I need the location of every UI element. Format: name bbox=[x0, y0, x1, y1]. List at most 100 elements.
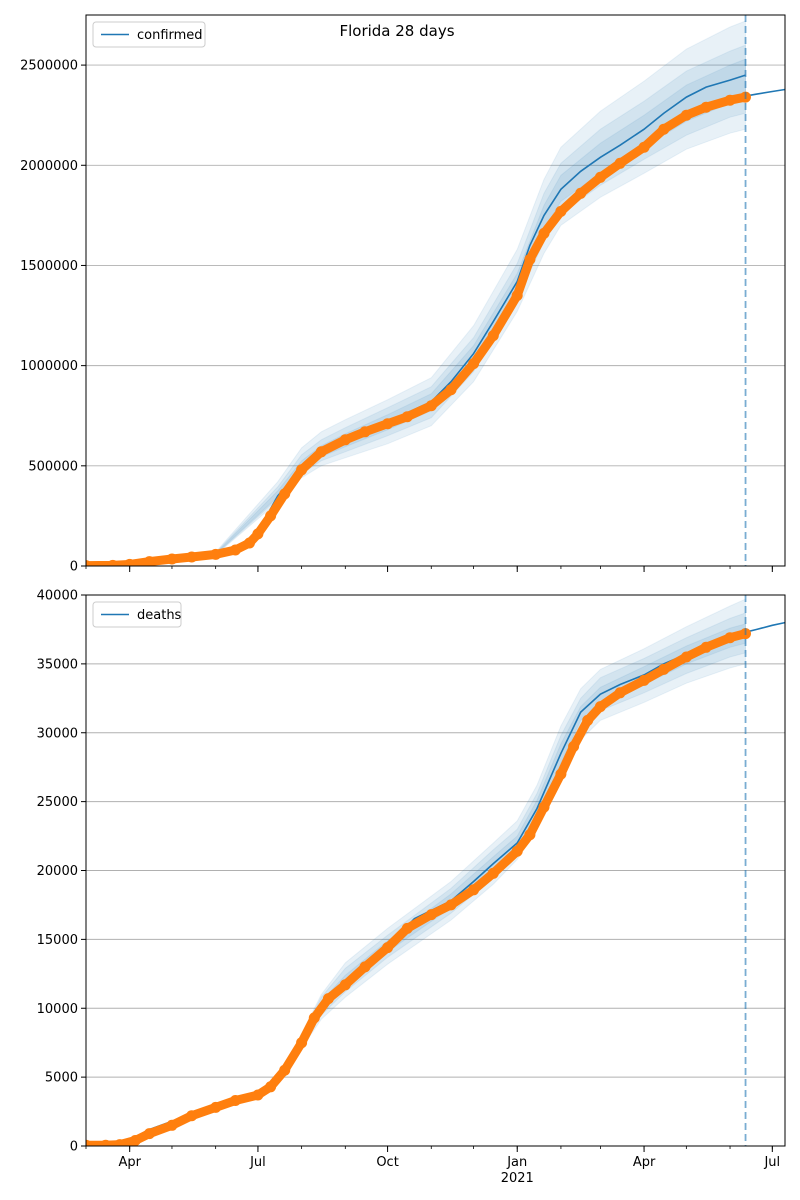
observed-point bbox=[425, 909, 437, 921]
y-tick-label: 5000 bbox=[45, 1071, 78, 1086]
observed-point bbox=[166, 553, 178, 565]
legend: confirmed bbox=[92, 21, 206, 48]
observed-point bbox=[511, 845, 523, 857]
observed-point bbox=[339, 434, 351, 446]
x-tick-sublabel: 2021 bbox=[501, 1171, 534, 1186]
observed-point bbox=[524, 829, 536, 841]
y-tick-label: 10000 bbox=[37, 1002, 78, 1017]
observed-point bbox=[468, 358, 480, 370]
observed-point bbox=[265, 1081, 277, 1093]
observed-point bbox=[186, 551, 198, 563]
observed-point bbox=[279, 1064, 291, 1076]
legend-box bbox=[92, 601, 182, 628]
observed-point bbox=[724, 94, 736, 106]
observed-point bbox=[638, 141, 650, 153]
x-tick-label: Jan bbox=[506, 1155, 527, 1170]
forecast-series-line bbox=[745, 621, 785, 633]
observed-point bbox=[511, 290, 523, 301]
observed-point bbox=[614, 157, 626, 169]
legend: deaths bbox=[92, 601, 182, 628]
observed-point bbox=[129, 1135, 141, 1146]
y-tick-label: 0 bbox=[70, 1140, 78, 1155]
confirmed-chart: 0 500000 1000000 1500000 2000000 2500000 confi… bbox=[20, 14, 786, 575]
observed-point bbox=[296, 464, 308, 476]
y-tick-label: 0 bbox=[70, 560, 78, 575]
observed-point bbox=[401, 411, 413, 423]
observed-point bbox=[143, 556, 155, 566]
observed-point bbox=[315, 446, 327, 458]
observed-point bbox=[339, 979, 351, 991]
observed-point bbox=[86, 560, 92, 566]
observed-point bbox=[425, 400, 437, 412]
observed-point bbox=[487, 330, 499, 342]
y-tick-label: 25000 bbox=[37, 795, 78, 810]
observed-point bbox=[252, 528, 264, 540]
observed-point bbox=[594, 701, 606, 713]
observed-point bbox=[401, 922, 413, 934]
y-tick-label: 40000 bbox=[37, 589, 78, 604]
y-tick-label: 2000000 bbox=[20, 159, 78, 174]
observed-point bbox=[700, 101, 712, 113]
observed-point bbox=[658, 123, 670, 135]
legend-box bbox=[92, 21, 206, 48]
observed-point bbox=[538, 227, 550, 239]
observed-point bbox=[680, 109, 692, 121]
observed-point bbox=[555, 768, 567, 780]
observed-point bbox=[614, 687, 626, 699]
observed-point bbox=[359, 961, 371, 973]
observed-point bbox=[229, 1095, 241, 1106]
observed-point bbox=[445, 384, 457, 396]
x-tick-label: Jul bbox=[249, 1155, 266, 1170]
y-tick-label: 30000 bbox=[37, 726, 78, 741]
observed-point bbox=[308, 1012, 320, 1024]
plot-area bbox=[86, 20, 785, 566]
y-tick-label: 1500000 bbox=[20, 259, 78, 274]
y-tick-label: 15000 bbox=[37, 933, 78, 948]
observed-point bbox=[382, 942, 394, 954]
observed-point bbox=[100, 1139, 112, 1146]
legend-label: deaths bbox=[137, 608, 182, 623]
observed-point bbox=[322, 993, 334, 1005]
x-tick-label: Oct bbox=[376, 1155, 398, 1170]
observed-point bbox=[568, 741, 580, 752]
observed-point bbox=[524, 253, 536, 265]
observed-point bbox=[700, 641, 712, 653]
observed-point bbox=[186, 1110, 198, 1122]
axes-frame bbox=[85, 14, 786, 567]
y-tick-label: 1000000 bbox=[20, 359, 78, 374]
y-tick-label: 2500000 bbox=[20, 59, 78, 74]
observed-point bbox=[143, 1128, 155, 1140]
observed-point bbox=[445, 899, 457, 911]
y-tick-label: 20000 bbox=[37, 864, 78, 879]
observed-point bbox=[359, 426, 371, 438]
observed-point bbox=[265, 510, 277, 522]
observed-point bbox=[724, 632, 736, 644]
x-tick-label: Jul bbox=[763, 1155, 780, 1170]
observed-point bbox=[594, 171, 606, 183]
observed-point bbox=[296, 1037, 308, 1049]
observed-point bbox=[252, 1089, 264, 1101]
observed-point bbox=[166, 1119, 178, 1131]
observed-point bbox=[107, 559, 119, 566]
observed-point bbox=[582, 714, 594, 726]
observed-point bbox=[114, 1139, 126, 1146]
plot-area bbox=[86, 598, 785, 1146]
deaths-chart: 0 5000 10000 15000 20000 25000 30000 35000 40000… bbox=[37, 589, 786, 1186]
observed-point bbox=[487, 867, 499, 879]
x-tick-label: Apr bbox=[633, 1155, 656, 1170]
figure-title: Florida 28 days bbox=[339, 22, 454, 40]
y-tick-label: 35000 bbox=[37, 657, 78, 672]
observed-point bbox=[210, 1101, 222, 1113]
observed-point bbox=[244, 537, 255, 549]
x-tick-label: Apr bbox=[118, 1155, 141, 1170]
observed-point bbox=[658, 663, 670, 675]
observed-point bbox=[229, 544, 241, 556]
observed-point bbox=[382, 418, 394, 430]
observed-point bbox=[124, 558, 136, 566]
observed-point bbox=[86, 1139, 92, 1146]
observed-point bbox=[538, 801, 550, 813]
observed-point bbox=[638, 674, 650, 686]
observed-point bbox=[575, 187, 587, 199]
